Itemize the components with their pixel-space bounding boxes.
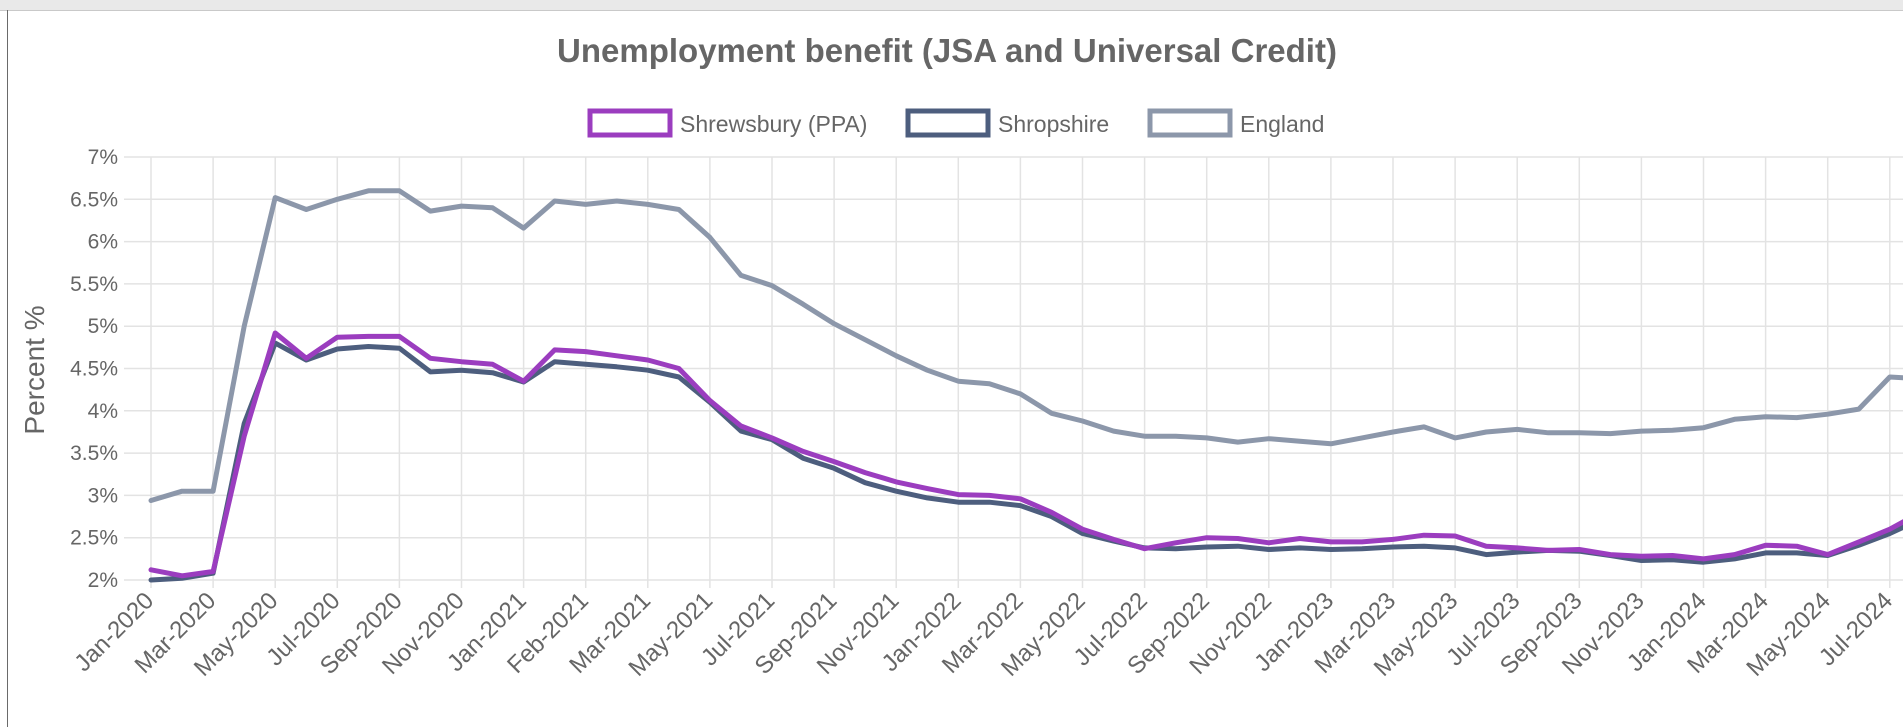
y-tick-label: 3.5% — [70, 442, 118, 465]
chart-legend: Shrewsbury (PPA) Shropshire England — [587, 108, 1324, 138]
y-tick-label: 4.5% — [70, 358, 118, 381]
y-tick-label: 4% — [88, 400, 118, 423]
legend-label: England — [1240, 111, 1324, 137]
y-tick-label: 6% — [88, 231, 118, 254]
legend-swatch — [1147, 108, 1233, 138]
y-tick-label: 7% — [88, 146, 118, 169]
series-line-england — [148, 188, 1903, 503]
legend-swatch — [587, 108, 673, 138]
frame-left-border — [7, 10, 8, 727]
y-tick-label: 2.5% — [70, 527, 118, 550]
legend-label: Shrewsbury (PPA) — [680, 111, 867, 137]
series-line-shrewsbury-ppa — [148, 330, 1903, 579]
series-line-shropshire — [148, 340, 1903, 583]
y-tick-label: 6.5% — [70, 188, 118, 211]
y-axis-ticks: 7% 6.5% 6% 5.5% 5% 4.5% 4% 3.5% 3% 2.5% 2% — [70, 146, 118, 592]
window-top-bar — [0, 0, 1903, 11]
y-tick-label: 3% — [88, 484, 118, 507]
chart-title: Unemployment benefit (JSA and Universal … — [557, 32, 1337, 69]
series-lines — [148, 188, 1903, 583]
y-tick-label: 5.5% — [70, 273, 118, 296]
y-tick-label: 5% — [88, 315, 118, 338]
y-tick-label: 2% — [88, 569, 118, 592]
legend-swatch — [905, 108, 991, 138]
legend-label: Shropshire — [998, 111, 1109, 137]
x-axis-ticks: Jan-2020Mar-2020May-2020Jul-2020Sep-2020… — [69, 587, 1898, 682]
y-axis-label: Percent % — [19, 305, 50, 434]
chart-grid — [124, 156, 1903, 588]
